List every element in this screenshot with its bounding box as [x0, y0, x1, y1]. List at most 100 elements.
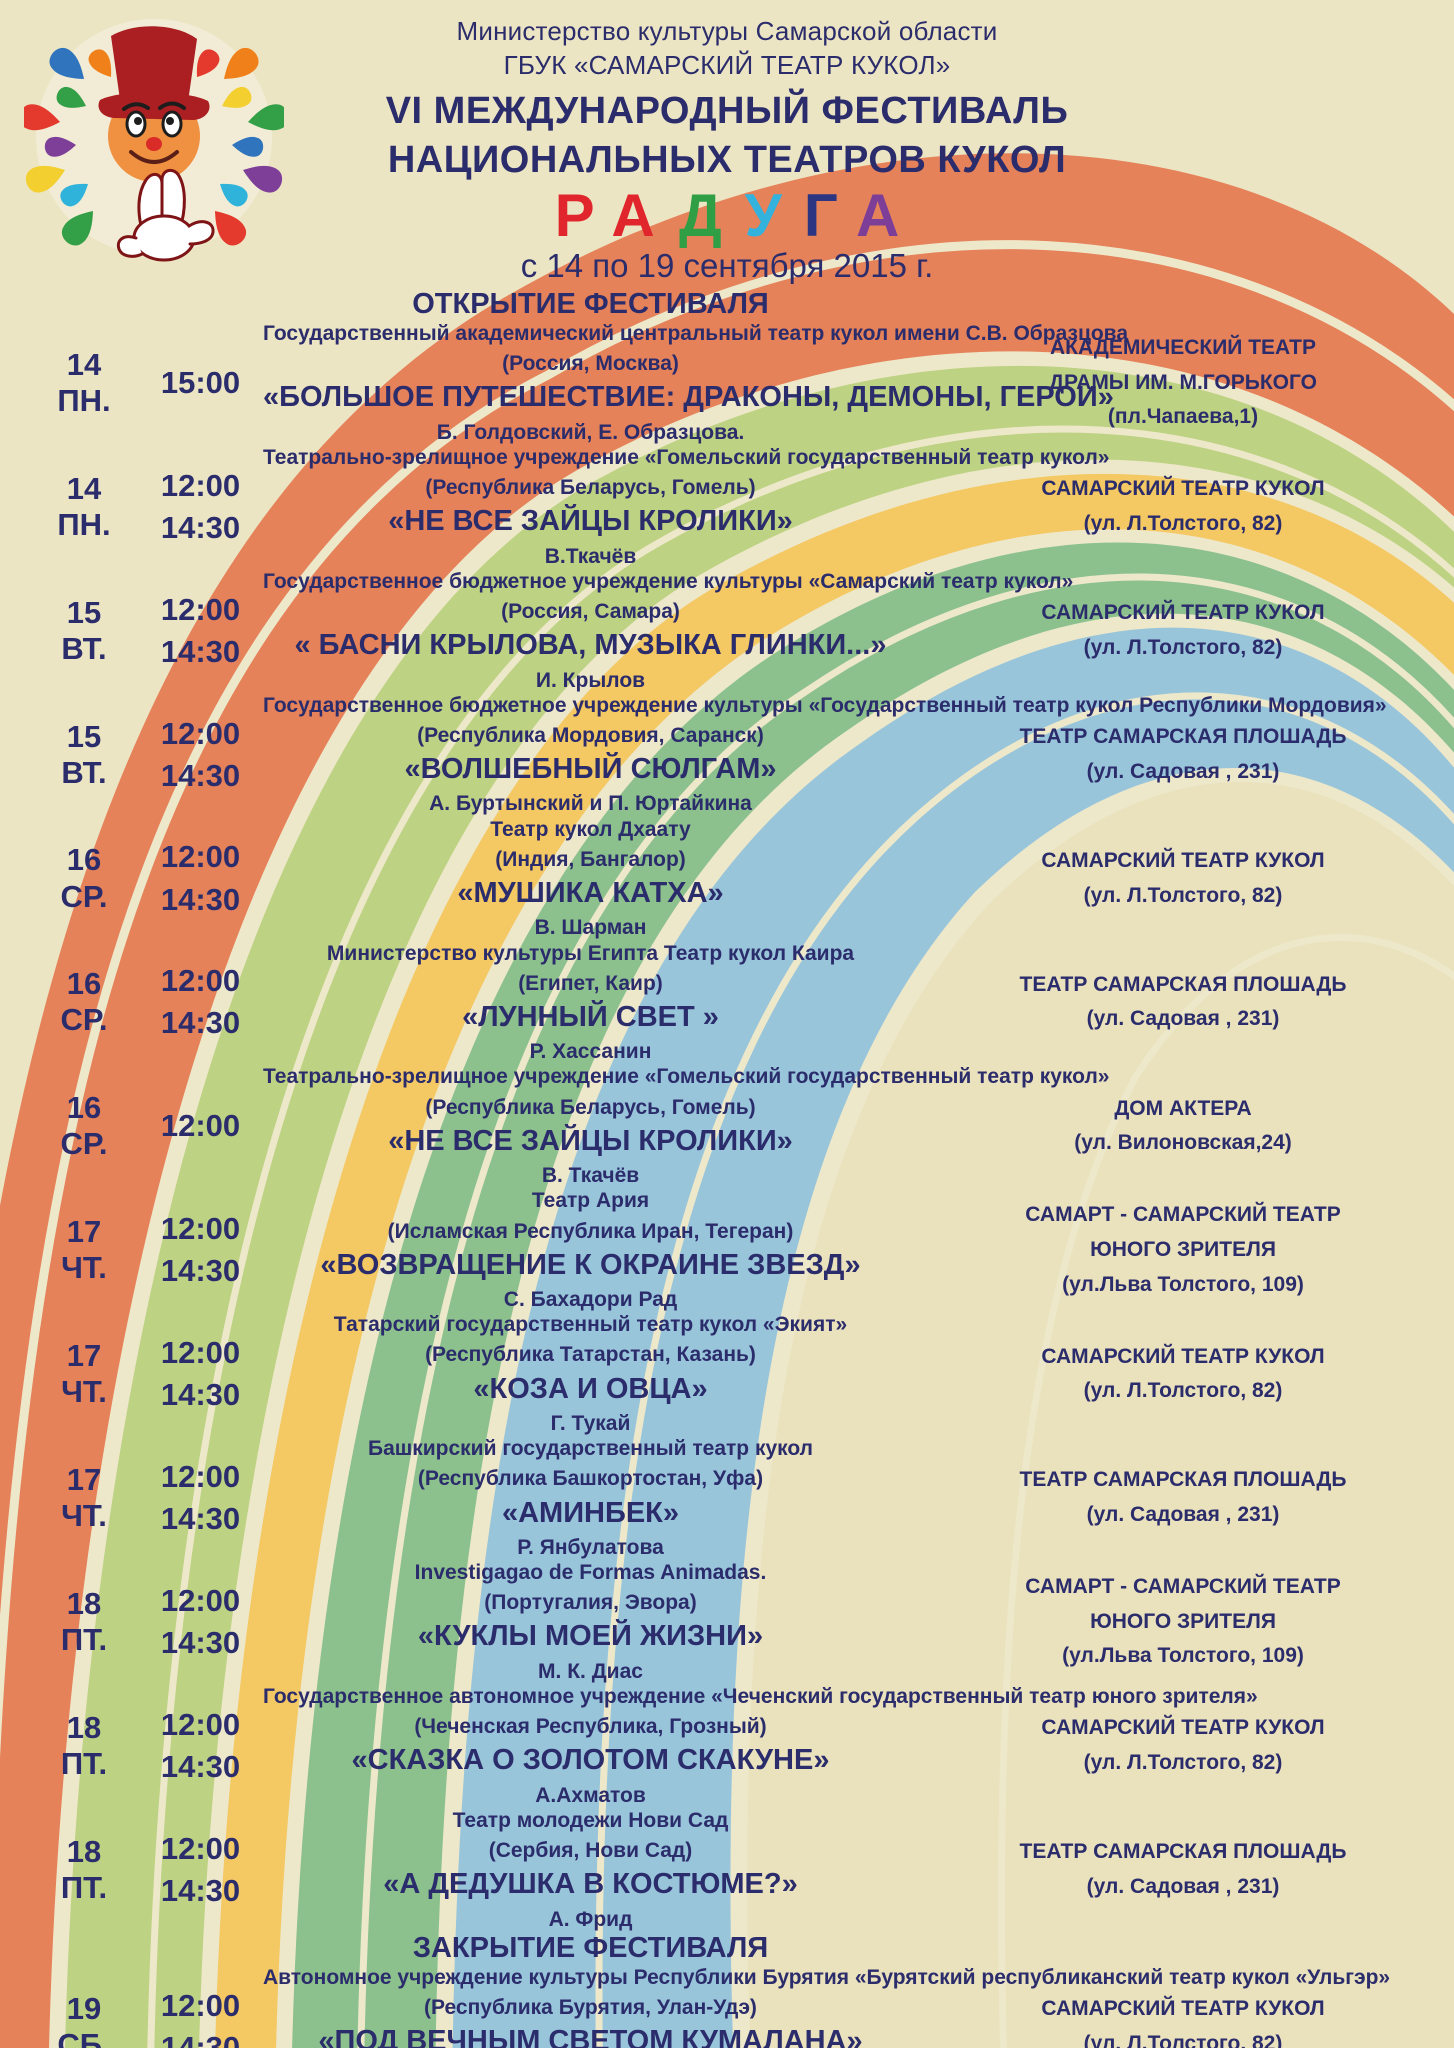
clown-nose	[146, 137, 162, 151]
event-date-cell: 18 ПТ.	[30, 1585, 138, 1658]
venue-line: (ул.Льва Толстого, 109)	[1062, 1644, 1304, 1668]
event-origin: (Республика Беларусь, Гомель)	[425, 1095, 756, 1119]
venue-line: ТЕАТР САМАРСКАЯ ПЛОШАДЬ	[1019, 725, 1347, 749]
venue-line: САМАРСКИЙ ТЕАТР КУКОЛ	[1041, 1997, 1325, 2021]
event-day: СР.	[60, 1002, 108, 1038]
event-time: 12:00	[160, 591, 241, 627]
event-organizer: Investigagao de Formas Animadas.	[414, 1561, 767, 1585]
event-date-cell: 18 ПТ.	[30, 1834, 138, 1905]
event-date-cell: 16 СР.	[30, 967, 138, 1037]
event-date: 14	[66, 346, 102, 382]
event-date: 17	[66, 1338, 102, 1374]
venue-line: (пл.Чапаева,1)	[1107, 405, 1259, 429]
venue-line: (ул. Л.Толстого, 82)	[1083, 635, 1283, 659]
show-title: «ЛУННЫЙ СВЕТ »	[462, 1000, 719, 1033]
festival-name-letter: А	[611, 182, 679, 249]
venue-line: (ул. Садовая , 231)	[1086, 1007, 1280, 1031]
event-time: 12:00	[160, 1335, 241, 1371]
show-author: Р. Янбулатова	[517, 1535, 664, 1559]
event-date-cell: 17 ЧТ.	[30, 1215, 138, 1285]
event-origin: (Исламская Республика Иран, Тегеран)	[387, 1219, 794, 1243]
event-organizer: Автономное учреждение культуры Республик…	[263, 1965, 1391, 1989]
event-details: Государственный академический центральны…	[263, 321, 1128, 445]
event-day: ВТ.	[61, 630, 107, 666]
event-time: 15:00	[160, 364, 241, 400]
event-organizer: Театр молодежи Нови Сад	[452, 1808, 729, 1832]
festival-name-letter: Д	[678, 182, 745, 249]
event-venue: САМАРСКИЙ ТЕАТР КУКОЛ (ул. Л.Толстого, 82…	[973, 1711, 1393, 1780]
event-day: ПТ.	[60, 1869, 108, 1905]
event-date: 17	[66, 1214, 102, 1250]
event-row: 16 СР. 12:00 14:30 Министерство культуры …	[30, 941, 1454, 1065]
venue-line: (ул. Л.Толстого, 82)	[1083, 1750, 1283, 1774]
event-day: ПН.	[57, 382, 111, 418]
section-header: ОТКРЫТИЕ ФЕСТИВАЛЯ	[412, 288, 769, 320]
event-row: 18 ПТ. 12:00 14:30 Театр молодежи Нови Са…	[30, 1808, 1454, 1932]
venue-line: (ул. Л.Толстого, 82)	[1083, 2031, 1283, 2048]
event-time: 12:00	[160, 1582, 241, 1618]
event-date: 16	[66, 1090, 102, 1126]
event-venue: САМАРТ - САМАРСКИЙ ТЕАТР ЮНОГО ЗРИТЕЛЯ (ул…	[973, 1570, 1393, 1674]
event-time: 14:30	[160, 1748, 241, 1784]
event-times: 12:00 14:30	[138, 1706, 263, 1784]
event-time: 14:30	[160, 881, 241, 917]
clown-eyes	[122, 101, 186, 138]
event-date: 18	[66, 1585, 102, 1621]
event-day: ЧТ.	[61, 1250, 107, 1286]
event-details: Театр кукол Дхаату (Индия, Бангалор) «МУ…	[263, 817, 918, 941]
event-origin: (Республика Мордовия, Саранск)	[417, 723, 764, 747]
event-origin: (Республика Башкортостан, Уфа)	[417, 1467, 764, 1491]
show-author: В. Шарман	[534, 916, 647, 940]
event-day: ПТ.	[60, 1622, 108, 1658]
show-title: «АМИНБЕК»	[501, 1496, 680, 1529]
event-venue: САМАРСКИЙ ТЕАТР КУКОЛ (ул. Л.Толстого, 82…	[973, 1992, 1393, 2048]
event-venue: САМАРСКИЙ ТЕАТР КУКОЛ (ул. Л.Толстого, 82…	[973, 596, 1393, 665]
event-details: Государственное бюджетное учреждение кул…	[263, 569, 1073, 693]
event-origin: (Чеченская Республика, Грозный)	[414, 1715, 767, 1739]
event-venue: САМАРСКИЙ ТЕАТР КУКОЛ (ул. Л.Толстого, 82…	[973, 1340, 1393, 1409]
event-row: 19 СБ. 12:00 14:30 Автономное учреждение …	[30, 1965, 1454, 2048]
festival-name: РАДУГА	[0, 184, 1454, 247]
event-row: 14 ПН. 15:00 Государственный академическ…	[30, 321, 1454, 445]
venue-line: (ул. Л.Толстого, 82)	[1083, 511, 1283, 535]
puppet-glove	[116, 168, 215, 262]
show-author: А. Буртынский и П. Юртайкина	[429, 792, 752, 816]
show-author: В. Ткачёв	[541, 1164, 640, 1188]
show-author: М. К. Диас	[538, 1659, 643, 1683]
venue-line: САМАРСКИЙ ТЕАТР КУКОЛ	[1041, 477, 1325, 501]
venue-line: (ул. Садовая , 231)	[1086, 1503, 1280, 1527]
event-row: 16 СР. 12:00 14:30 Театр кукол Дхаату (Ин…	[30, 817, 1454, 941]
event-day: СР.	[60, 878, 108, 914]
event-date-cell: 14 ПН.	[30, 471, 138, 542]
festival-name-letter: А	[856, 182, 922, 249]
venue-line: САМАРСКИЙ ТЕАТР КУКОЛ	[1041, 601, 1325, 625]
show-author: С. Бахадори Рад	[503, 1288, 678, 1312]
event-time: 14:30	[160, 1253, 241, 1289]
event-times: 12:00 14:30	[138, 716, 263, 793]
event-venue: ТЕАТР САМАРСКАЯ ПЛОШАДЬ (ул. Садовая , 23…	[973, 720, 1393, 789]
schedule: ОТКРЫТИЕ ФЕСТИВАЛЯ 14 ПН. 15:00 Государс…	[0, 288, 1454, 2048]
event-details: Театрально-зрелищное учреждение «Гомельс…	[263, 1064, 1109, 1188]
show-author: А. Фрид	[548, 1907, 633, 1931]
festival-name-letter: Г	[803, 182, 856, 249]
event-date-cell: 14 ПН.	[30, 346, 138, 418]
show-author: А.Ахматов	[535, 1783, 646, 1807]
event-time: 14:30	[160, 633, 241, 669]
show-author: И. Крылов	[535, 668, 646, 692]
event-time: 14:30	[160, 2029, 241, 2048]
event-time: 12:00	[160, 1108, 241, 1144]
clown-smile	[129, 150, 179, 164]
venue-line: АКАДЕМИЧЕСКИЙ ТЕАТР	[1049, 335, 1317, 359]
event-details: Театрально-зрелищное учреждение «Гомельс…	[263, 445, 1109, 569]
event-date: 15	[66, 718, 102, 754]
event-origin: (Индия, Бангалор)	[495, 847, 686, 871]
show-title: «НЕ ВСЕ ЗАЙЦЫ КРОЛИКИ»	[388, 505, 793, 538]
event-day: СБ.	[57, 2026, 111, 2048]
venue-line: САМАРСКИЙ ТЕАТР КУКОЛ	[1041, 848, 1325, 872]
show-title: «КУКЛЫ МОЕЙ ЖИЗНИ»	[417, 1620, 764, 1653]
event-day: ВТ.	[61, 754, 107, 790]
event-date-cell: 17 ЧТ.	[30, 1462, 138, 1533]
event-organizer: Государственный академический центральны…	[263, 322, 1128, 345]
event-time: 12:00	[160, 1706, 241, 1742]
